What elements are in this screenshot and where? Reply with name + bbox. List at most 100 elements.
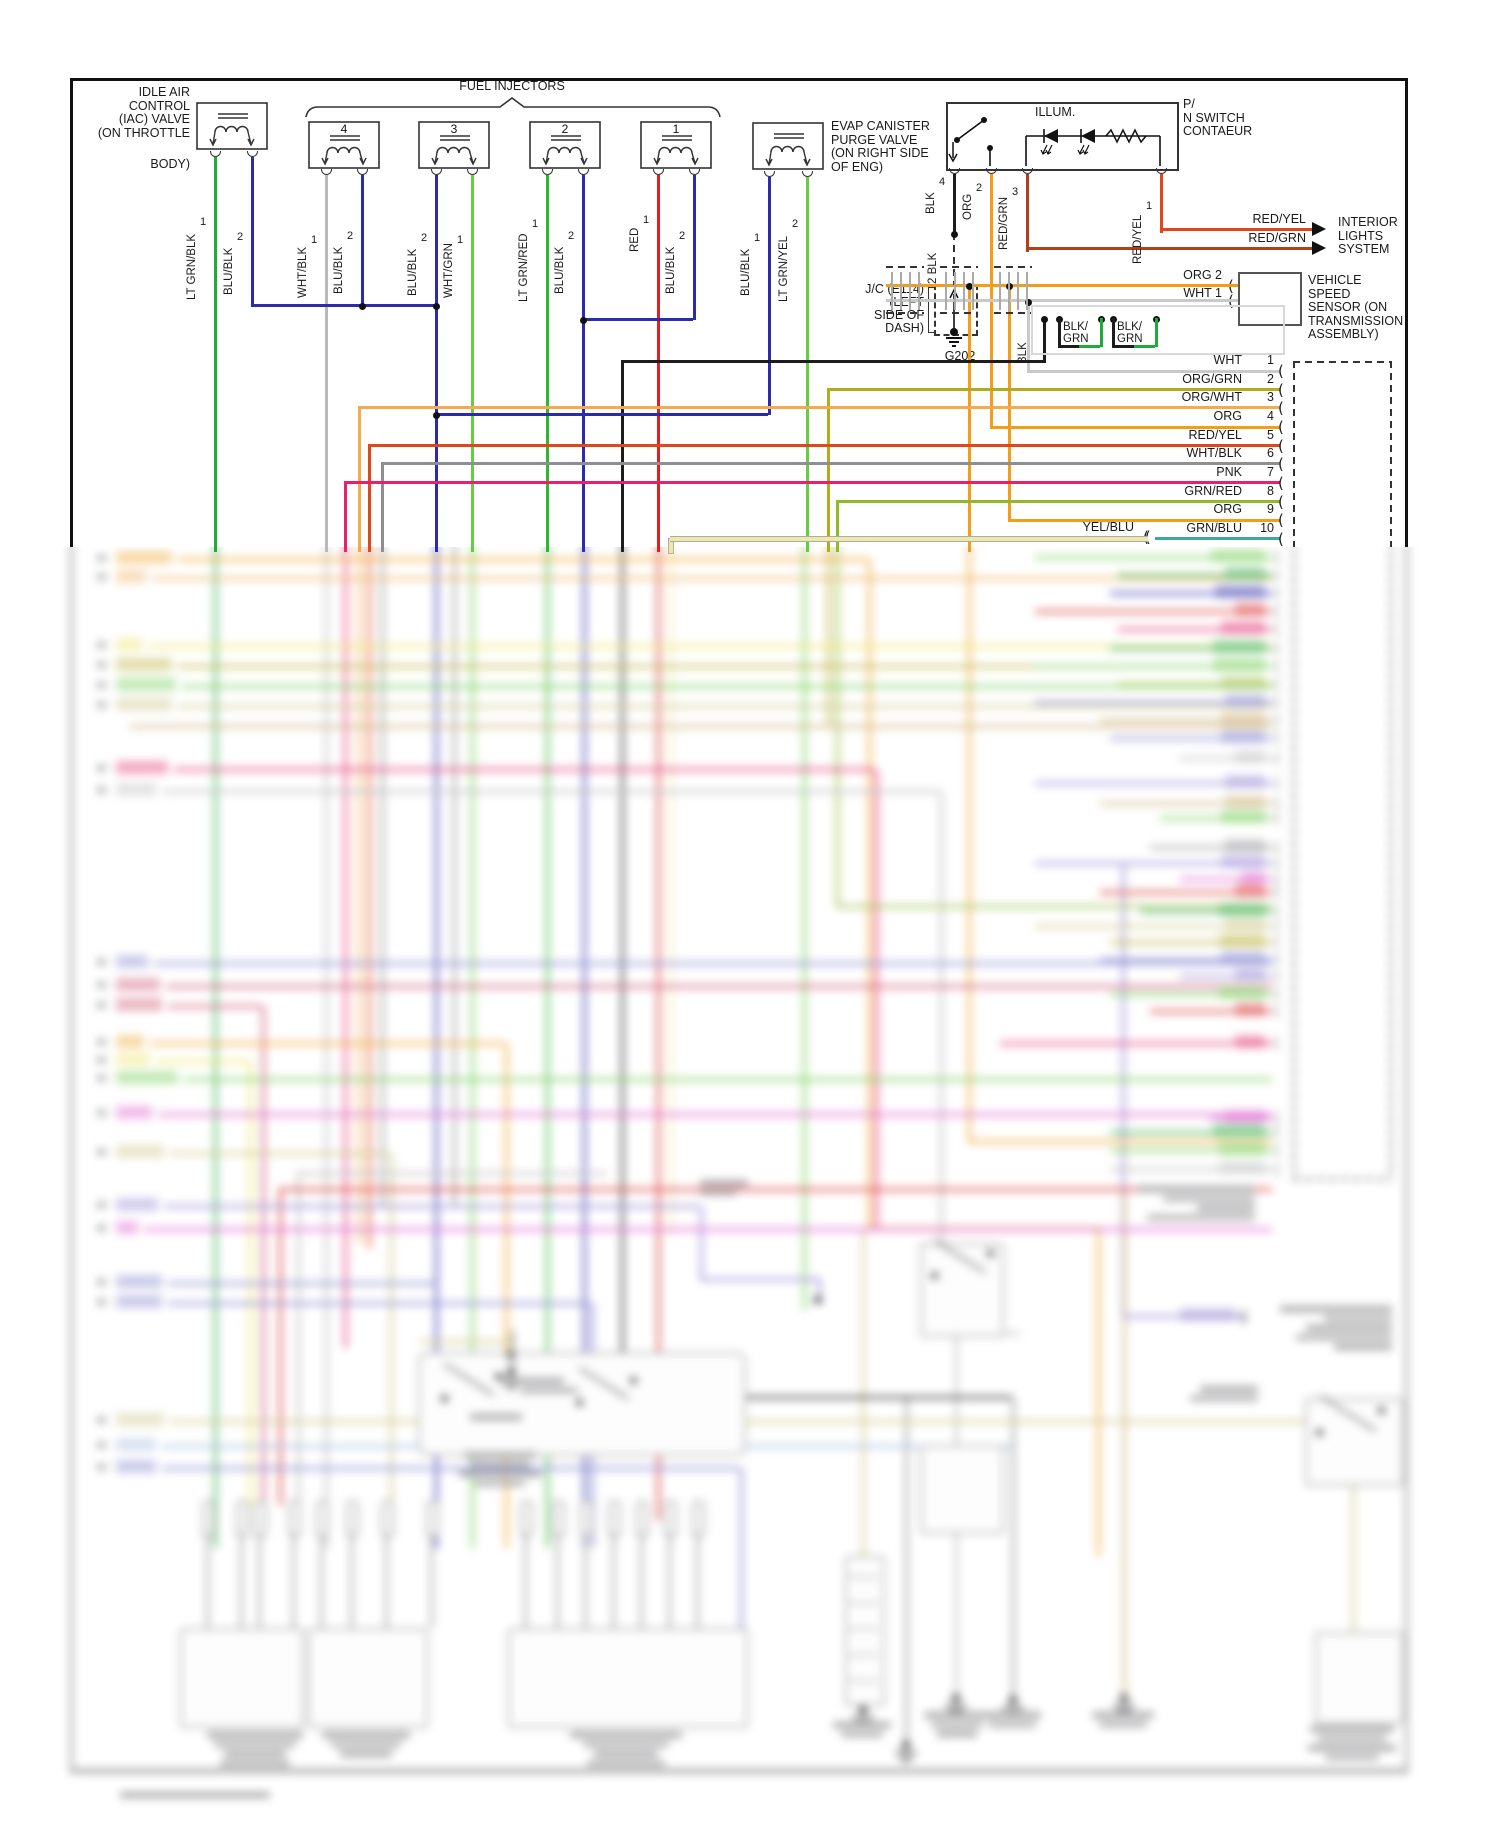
fuel-injector-2: 2 — [529, 121, 601, 169]
junction-dot — [494, 1372, 502, 1380]
wire — [420, 1340, 511, 1343]
wire — [1035, 782, 1272, 785]
wire — [152, 577, 1272, 580]
blur-text-line — [833, 1722, 891, 1728]
iac-label: IDLE AIR CONTROL (IAC) VALVE (ON THROTTL… — [97, 85, 190, 140]
wire — [1100, 958, 1272, 961]
blur-pin-number — [97, 662, 106, 668]
wire — [1100, 719, 1272, 722]
fuel-injector-4: 4 — [308, 121, 380, 169]
wire — [1122, 864, 1125, 1317]
evap-label: EVAP CANISTER PURGE VALVE (ON RIGHT SIDE… — [831, 119, 930, 174]
wire — [182, 685, 1272, 688]
wire — [700, 1278, 818, 1281]
blur-text-line — [1190, 1395, 1258, 1401]
evap-purge-valve-symbol — [752, 122, 824, 170]
wire — [435, 547, 438, 1548]
blur-pin-connector: ( — [1274, 1160, 1280, 1178]
pin-connector — [431, 169, 442, 175]
blur-pin-number — [97, 1225, 106, 1231]
shield-dash — [940, 266, 978, 268]
blur-text-line — [1325, 1754, 1379, 1760]
blur-text-line — [464, 1452, 536, 1458]
wire — [214, 547, 217, 1548]
wire — [1097, 1227, 1100, 1556]
wire — [940, 792, 943, 1305]
blur-wire-label — [1235, 1035, 1265, 1048]
wire — [368, 547, 371, 1248]
blur-wire-label — [1211, 549, 1265, 562]
blur-wire-label — [1225, 1110, 1265, 1123]
ecm-pin-label: WHT/BLK — [1186, 446, 1242, 460]
ecm-pin-number: 4 — [1267, 409, 1274, 423]
blur-text-line — [520, 1378, 564, 1384]
wire — [258, 1534, 261, 1628]
blur-text-line — [214, 1741, 296, 1747]
wire — [1110, 647, 1272, 650]
wire — [262, 1007, 265, 1505]
junction-dot — [1120, 1694, 1128, 1702]
wire — [358, 547, 361, 1244]
wire — [164, 1205, 700, 1208]
frame-left — [70, 78, 73, 547]
pin-connector — [321, 169, 332, 175]
blur-wire-label — [116, 638, 142, 651]
pin-connector — [949, 168, 960, 174]
blur-text-line — [1200, 1386, 1258, 1392]
wire — [1352, 1482, 1355, 1634]
blur-wire-label — [116, 978, 160, 991]
interior-wire-1: RED/YEL — [1252, 212, 1307, 226]
wire — [150, 1042, 505, 1045]
blur-pin-connector: ( — [1274, 639, 1280, 657]
wire-pin-number: 1 — [532, 218, 539, 230]
pin-connector — [247, 151, 258, 157]
wire — [1180, 975, 1272, 978]
blur-ground — [1002, 1706, 1024, 1709]
blur-connector-pill — [664, 1500, 677, 1538]
junction-dot — [1024, 298, 1032, 306]
svg-text:1: 1 — [673, 122, 680, 136]
wire — [836, 905, 1272, 908]
wire — [1035, 665, 1272, 668]
wire-color-label: BLU/BLK — [740, 248, 752, 296]
illum-circuit — [948, 117, 1161, 166]
wire — [1043, 318, 1046, 363]
shield-ground-label-2: BLK/ GRN — [1117, 321, 1143, 345]
blur-pin-connector: ( — [1274, 917, 1280, 935]
blur-wire-label — [1225, 839, 1265, 852]
wire — [368, 445, 371, 552]
fuel-injector-3: 3 — [418, 121, 490, 169]
blur-wire-label — [1235, 603, 1265, 616]
blur-ground — [899, 1756, 913, 1759]
blur-text-line — [1137, 1186, 1255, 1192]
ecm-pin-number: 10 — [1260, 521, 1274, 535]
blur-text-line — [937, 1731, 977, 1737]
junction-dot — [575, 1398, 583, 1406]
wire — [184, 1078, 1272, 1081]
junction-dot — [1040, 315, 1048, 323]
blur-wire-label — [1219, 903, 1265, 916]
blur-component-box — [845, 1556, 885, 1706]
ecm-pin-number: 6 — [1267, 446, 1274, 460]
pin-connector — [1022, 168, 1033, 174]
blur-pin-connector: ( — [1274, 809, 1280, 827]
blur-connector-pill — [426, 1500, 439, 1538]
wire — [162, 1467, 740, 1470]
wire — [471, 175, 474, 552]
wire — [350, 1534, 353, 1628]
svg-text:3: 3 — [451, 122, 458, 136]
wire — [1150, 1010, 1272, 1013]
wire — [640, 1534, 643, 1628]
blur-text-line — [1099, 1721, 1147, 1727]
blur-pin-number — [97, 702, 106, 708]
wire-color-label: ORG — [962, 193, 974, 220]
wire — [1155, 537, 1280, 540]
junction-dot — [579, 316, 587, 324]
shield-tick — [972, 272, 974, 310]
wire — [344, 482, 347, 552]
blur-text-line — [1324, 1315, 1392, 1321]
junction-dot — [629, 1376, 637, 1384]
blur-pin-connector: ( — [1274, 711, 1280, 729]
blur-wire-label — [1235, 1003, 1265, 1016]
blur-connector-pill — [692, 1500, 705, 1538]
